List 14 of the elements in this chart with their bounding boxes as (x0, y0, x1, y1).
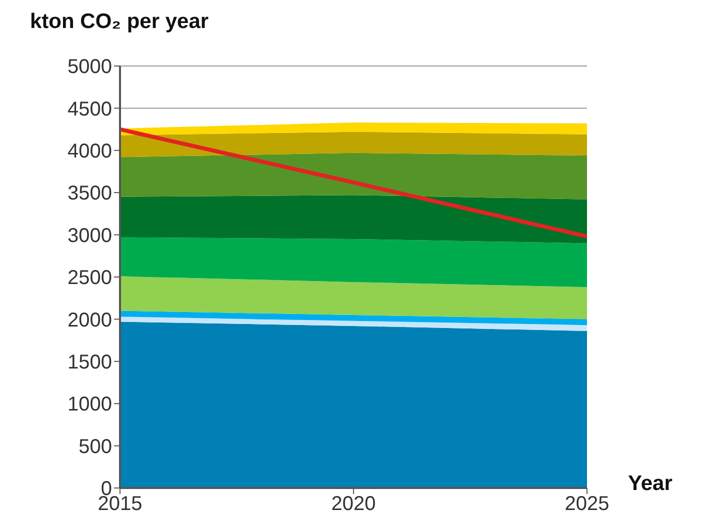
y-tick-label: 2500 (68, 267, 112, 290)
x-tick-label: 2025 (564, 493, 610, 516)
y-tick-label: 500 (78, 436, 112, 458)
y-tick-label: 2000 (68, 309, 112, 332)
y-axis-title: kton CO₂ per year (30, 10, 209, 34)
y-tick-label: 4000 (68, 140, 112, 162)
y-tick-label: 1000 (68, 394, 112, 416)
x-tick-label: 2020 (331, 493, 376, 516)
x-axis-title: Year (628, 472, 672, 496)
y-tick-label: 3500 (68, 182, 112, 205)
y-tick-label: 5000 (68, 56, 112, 78)
y-tick-label: 1500 (68, 352, 112, 374)
y-tick-label: 4500 (68, 98, 112, 120)
y-tick-label: 3000 (68, 224, 112, 247)
